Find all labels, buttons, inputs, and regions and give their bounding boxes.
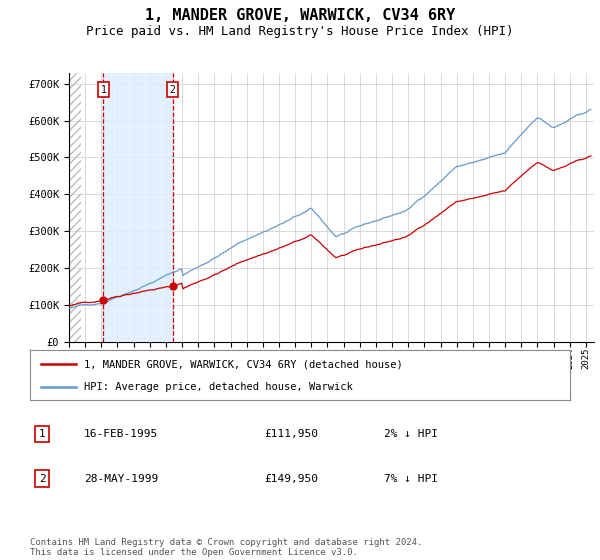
Text: 2: 2	[170, 85, 175, 95]
Text: 7% ↓ HPI: 7% ↓ HPI	[384, 474, 438, 484]
Text: 16-FEB-1995: 16-FEB-1995	[84, 429, 158, 439]
Text: 1, MANDER GROVE, WARWICK, CV34 6RY: 1, MANDER GROVE, WARWICK, CV34 6RY	[145, 8, 455, 24]
Point	[98, 296, 108, 305]
Text: 28-MAY-1999: 28-MAY-1999	[84, 474, 158, 484]
Text: 2% ↓ HPI: 2% ↓ HPI	[384, 429, 438, 439]
Text: HPI: Average price, detached house, Warwick: HPI: Average price, detached house, Warw…	[84, 382, 353, 393]
Text: £149,950: £149,950	[264, 474, 318, 484]
Text: 2: 2	[38, 474, 46, 484]
Text: Contains HM Land Registry data © Crown copyright and database right 2024.
This d: Contains HM Land Registry data © Crown c…	[30, 538, 422, 557]
Text: £111,950: £111,950	[264, 429, 318, 439]
Text: 1, MANDER GROVE, WARWICK, CV34 6RY (detached house): 1, MANDER GROVE, WARWICK, CV34 6RY (deta…	[84, 359, 403, 369]
Text: 1: 1	[38, 429, 46, 439]
Bar	[103, 73, 173, 342]
Text: 1: 1	[100, 85, 106, 95]
Point	[168, 282, 178, 291]
Bar	[69, 73, 81, 342]
Text: Price paid vs. HM Land Registry's House Price Index (HPI): Price paid vs. HM Land Registry's House …	[86, 25, 514, 38]
Bar	[69, 73, 81, 342]
